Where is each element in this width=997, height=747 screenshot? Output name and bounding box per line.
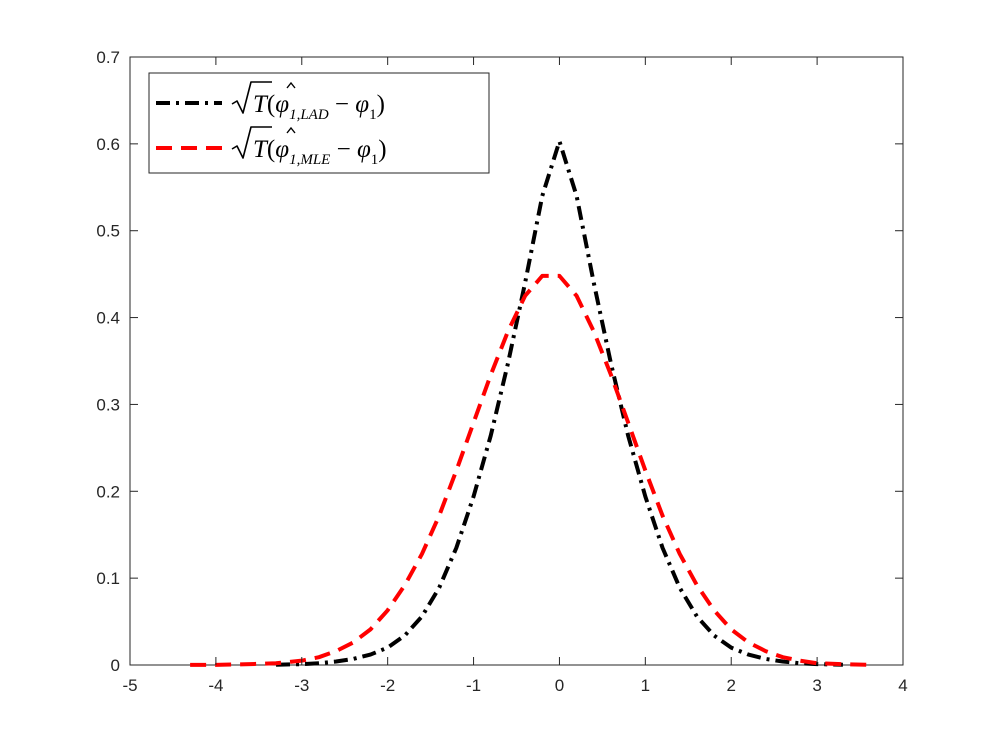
x-tick-label: -3 [294,676,309,695]
y-tick-label: 0.1 [96,569,120,588]
legend-radical-2 [231,126,272,159]
x-tick-label: 1 [641,676,650,695]
legend-label-1: T(φ1,LAD − φ1) [253,91,385,123]
tick-layer: -5 -4 -3 -2 -1 0 1 2 3 4 0 0.1 0.2 0.3 0.4 0.5 0.6 0.7 [96,48,907,695]
series-line-2 [190,273,869,667]
x-tick-label: -5 [122,676,137,695]
legend: T(φ1,LAD − φ1) T(φ1,MLE − φ1) [148,72,490,174]
legend-hat-1 [286,81,296,89]
x-tick-label: -4 [208,676,223,695]
y-tick-label: 0.6 [96,135,120,154]
x-tick-label: 2 [726,676,735,695]
legend-hat-2 [286,126,296,134]
legend-label-2: T(φ1,MLE − φ1) [253,136,387,168]
x-tick-label: 0 [555,676,564,695]
x-tick-label: 3 [812,676,821,695]
y-tick-label: 0.3 [96,395,120,414]
legend-box [148,72,490,174]
x-tick-label: -1 [466,676,481,695]
y-tick-label: 0.5 [96,222,120,241]
x-tick-label: -2 [380,676,395,695]
y-tick-label: 0.2 [96,482,120,501]
x-tick-label: 4 [898,676,907,695]
series-layer [190,139,869,667]
y-tick-label: 0.4 [96,309,120,328]
legend-radical-1 [231,81,272,114]
y-tick-label: 0.7 [96,48,120,67]
y-tick-label: 0 [111,656,120,675]
